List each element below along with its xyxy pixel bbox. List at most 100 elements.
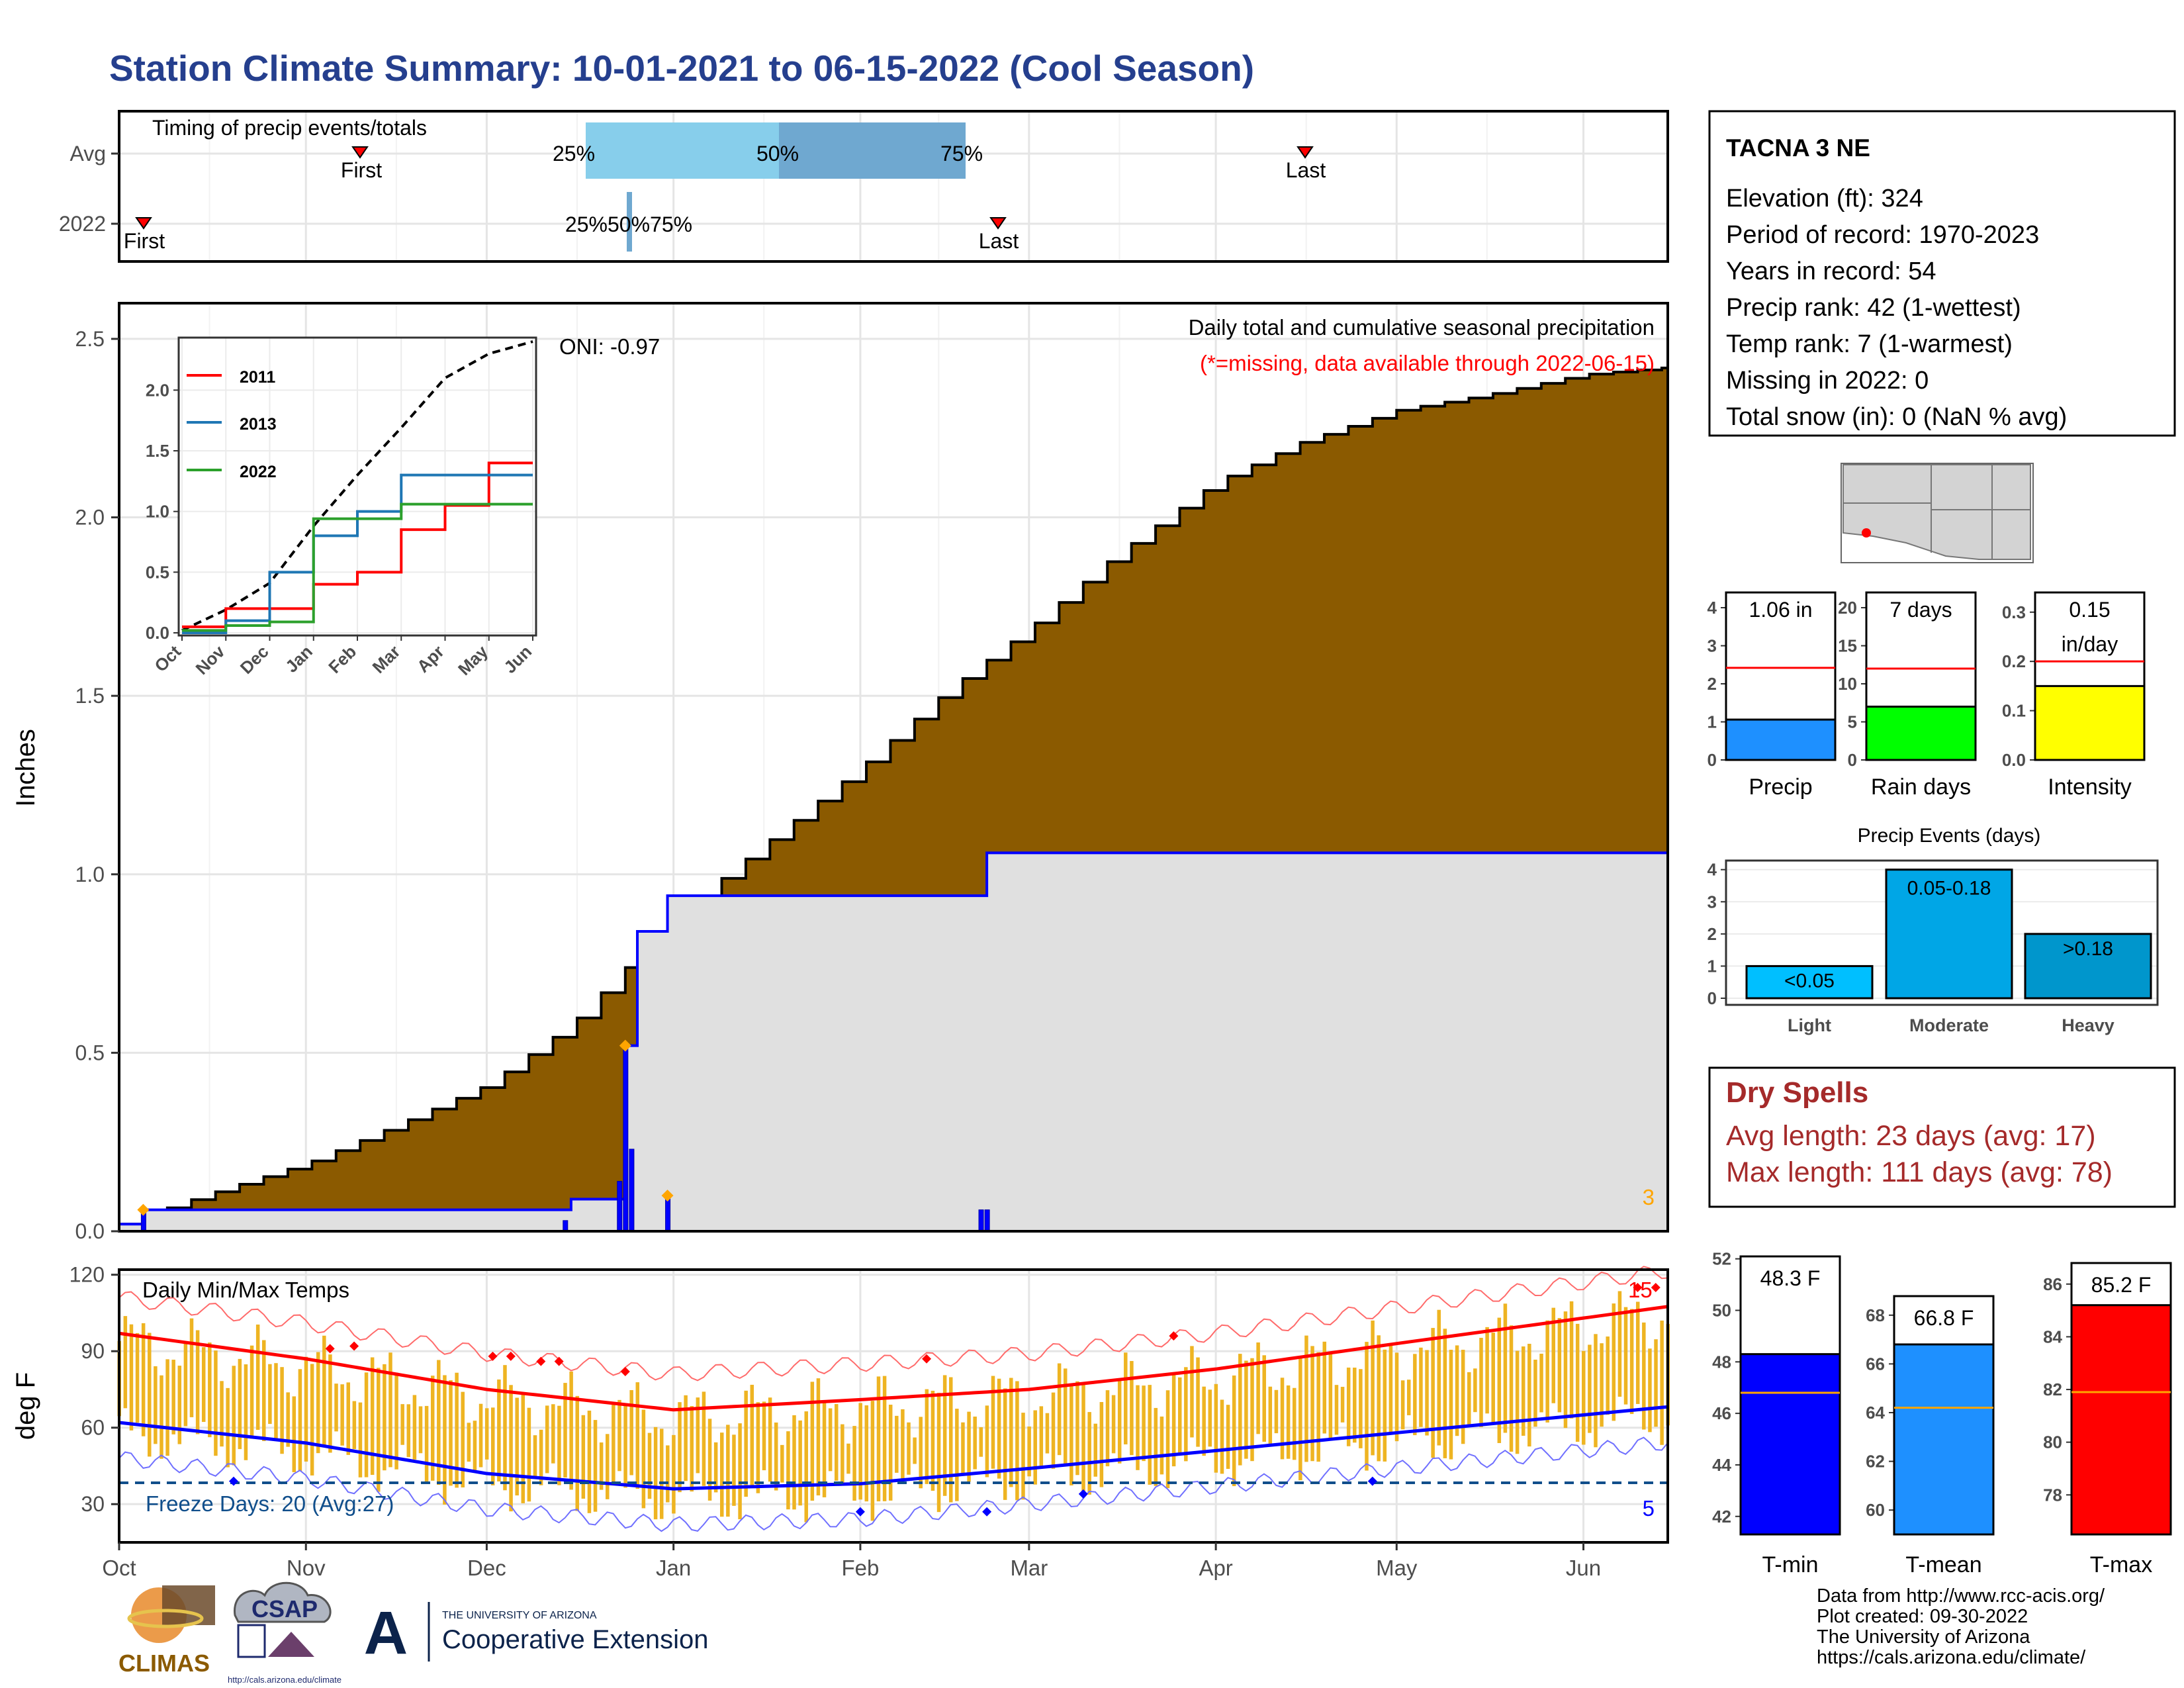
temp-bar-219 [1437,1309,1441,1446]
temp-bar-187 [1244,1360,1248,1459]
temp-bar-94 [684,1395,688,1481]
hot-marker-4 [536,1356,546,1366]
temp-bar-45 [388,1352,392,1468]
dry-spells-title: Dry Spells [1726,1076,1868,1109]
temp-bar-147 [1003,1388,1007,1500]
inset-legend-2022: 2022 [240,463,277,481]
mini-0-value: 1.06 in [1749,598,1812,622]
events-bar-label-0: <0.05 [1784,970,1835,992]
temp-bar-188 [1250,1358,1254,1462]
temp-bar-145 [991,1376,995,1469]
temp-ytick-1: 60 [81,1416,105,1440]
temp-bar-241 [1569,1301,1574,1419]
temp-bar-77 [581,1415,586,1499]
temp-bar-136 [936,1393,941,1513]
temp-bar-64 [503,1365,507,1491]
temp-bar-218 [1431,1328,1435,1458]
temp-bar-13 [195,1330,200,1434]
temp-extreme-markers [228,1282,1661,1517]
temp-bar-125 [870,1401,875,1521]
temp-bar-232 [1515,1350,1520,1454]
cold-marker-1 [855,1507,865,1517]
inset-xtick-2: Dec [236,641,273,678]
tsum-2-tick-4: 86 [2043,1274,2062,1294]
temp-bar-104 [744,1390,748,1497]
temp-bar-65 [509,1385,513,1512]
temp-bar-207 [1365,1342,1369,1471]
timing-avg-75: 75% [940,142,983,165]
temp-bar-61 [484,1408,489,1460]
temp-bar-106 [756,1402,760,1493]
csap-logo: CSAP http://cals.arizona.edu/climate [228,1581,341,1685]
precip-events-chart: Precip Events (days) <0.05 Light 0.05-0.18… [1707,825,2159,1035]
temp-bar-228 [1491,1333,1495,1423]
temp-bar-253 [1642,1322,1646,1430]
temp-bar-196 [1298,1358,1302,1481]
month-tick-8: Jun [1566,1556,1601,1580]
tsum-1-tick-4: 68 [1866,1305,1885,1325]
temp-bar-144 [985,1405,989,1477]
temp-bar-135 [931,1390,935,1491]
temp-bar-108 [768,1397,772,1482]
mini-0-tick-4: 4 [1707,598,1717,618]
temp-bar-21 [244,1364,248,1460]
temp-bar-75 [569,1371,573,1490]
precip-y-label: Inches [11,729,40,807]
temp-bar-116 [816,1378,821,1496]
temp-bar-163 [1099,1402,1104,1487]
temp-panel: 30 60 90 120 Daily Min/Max Temps Freeze Day… [11,1263,1670,1580]
location-map [1841,463,2034,563]
tsum-2-label: T-max [2090,1552,2152,1577]
temp-bar-86 [635,1382,640,1489]
tsum-0-value: 48.3 F [1760,1266,1821,1290]
temp-bar-29 [292,1396,296,1472]
temp-bar-26 [274,1363,278,1440]
temp-bar-181 [1208,1389,1212,1447]
temp-bar-33 [316,1352,320,1454]
temp-bar-216 [1419,1347,1423,1427]
temp-bar-100 [720,1432,724,1517]
temp-bar-217 [1425,1350,1429,1436]
events-bar-1 [1885,868,2013,1000]
temp-bar-87 [641,1409,646,1509]
timing-2022-pct: 25%50%75% [565,212,692,236]
temp-bar-43 [377,1368,381,1492]
temp-bar-230 [1503,1303,1508,1433]
precip-ytick-3: 1.5 [75,684,105,708]
mini-1-tick-4: 20 [1838,598,1857,618]
footer-line-3: The University of Arizona [1817,1626,2030,1648]
mini-0-tick-2: 2 [1707,674,1717,694]
temp-bar-140 [961,1422,965,1475]
timing-panel: Timing of precip events/totals 25% 50% 7… [59,110,1669,263]
temp-bar-256 [1660,1320,1664,1445]
temp-bar-205 [1353,1368,1357,1443]
temp-bar-96 [696,1397,700,1474]
avg-last-marker [1297,146,1314,159]
temp-bar-112 [792,1415,796,1510]
tmin-record-line [118,1436,1668,1532]
inset-xtick-1: Nov [192,641,229,679]
tsum-2-tick-0: 78 [2043,1485,2062,1505]
timing-2022-mark [627,192,632,252]
timing-avg-50: 50% [756,142,799,165]
precip-corner-count: 3 [1643,1185,1655,1209]
temp-bar-231 [1509,1325,1514,1452]
season-total-bars: 0 1 2 3 4 1.06 in Precip 0 5 10 15 20 7 days Rain day… [1707,591,2146,800]
temp-bar-115 [810,1382,815,1501]
temp-bar-83 [617,1399,621,1472]
timing-avg-first: First [341,158,382,182]
temp-bar-101 [726,1425,730,1517]
temp-bar-66 [515,1397,519,1496]
events-ytick-2: 2 [1707,924,1717,944]
avg-first-marker [351,146,369,159]
event-marker-1 [619,1039,631,1052]
temp-bar-190 [1262,1355,1266,1442]
inset-x-axis: Oct Nov Dec Jan Feb Mar Apr May Jun [150,635,535,679]
temp-bar-198 [1310,1346,1314,1462]
footer-credits: Data from http://www.rcc-acis.org/ Plot … [1817,1585,2105,1668]
temp-bar-52 [430,1376,435,1481]
temp-bar-159 [1075,1381,1079,1476]
temp-bar-151 [1027,1426,1031,1477]
tsum-2-value: 85.2 F [2091,1273,2152,1297]
tsum-1-bar [1893,1343,1995,1536]
